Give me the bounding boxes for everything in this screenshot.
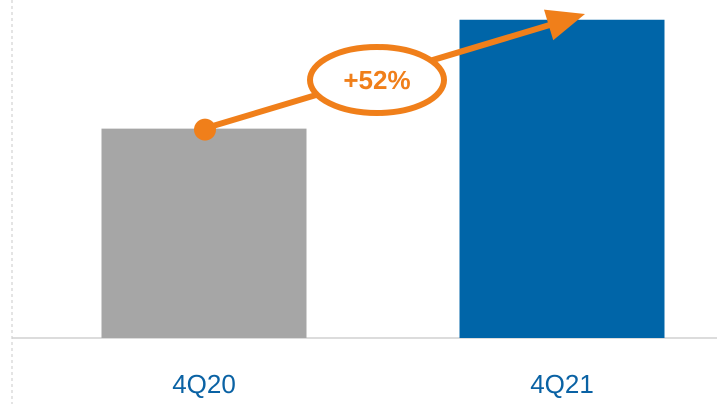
annotation: +52% <box>307 44 447 116</box>
annotation-ring <box>307 44 447 116</box>
bar <box>459 19 665 338</box>
annotation-label: +52% <box>343 65 410 95</box>
bars <box>101 19 665 338</box>
x-tick-label: 4Q21 <box>530 369 594 399</box>
arrow-dot <box>194 118 216 141</box>
bar <box>101 128 307 338</box>
arrow-head <box>544 9 585 41</box>
x-tick-label: 4Q20 <box>172 369 236 399</box>
